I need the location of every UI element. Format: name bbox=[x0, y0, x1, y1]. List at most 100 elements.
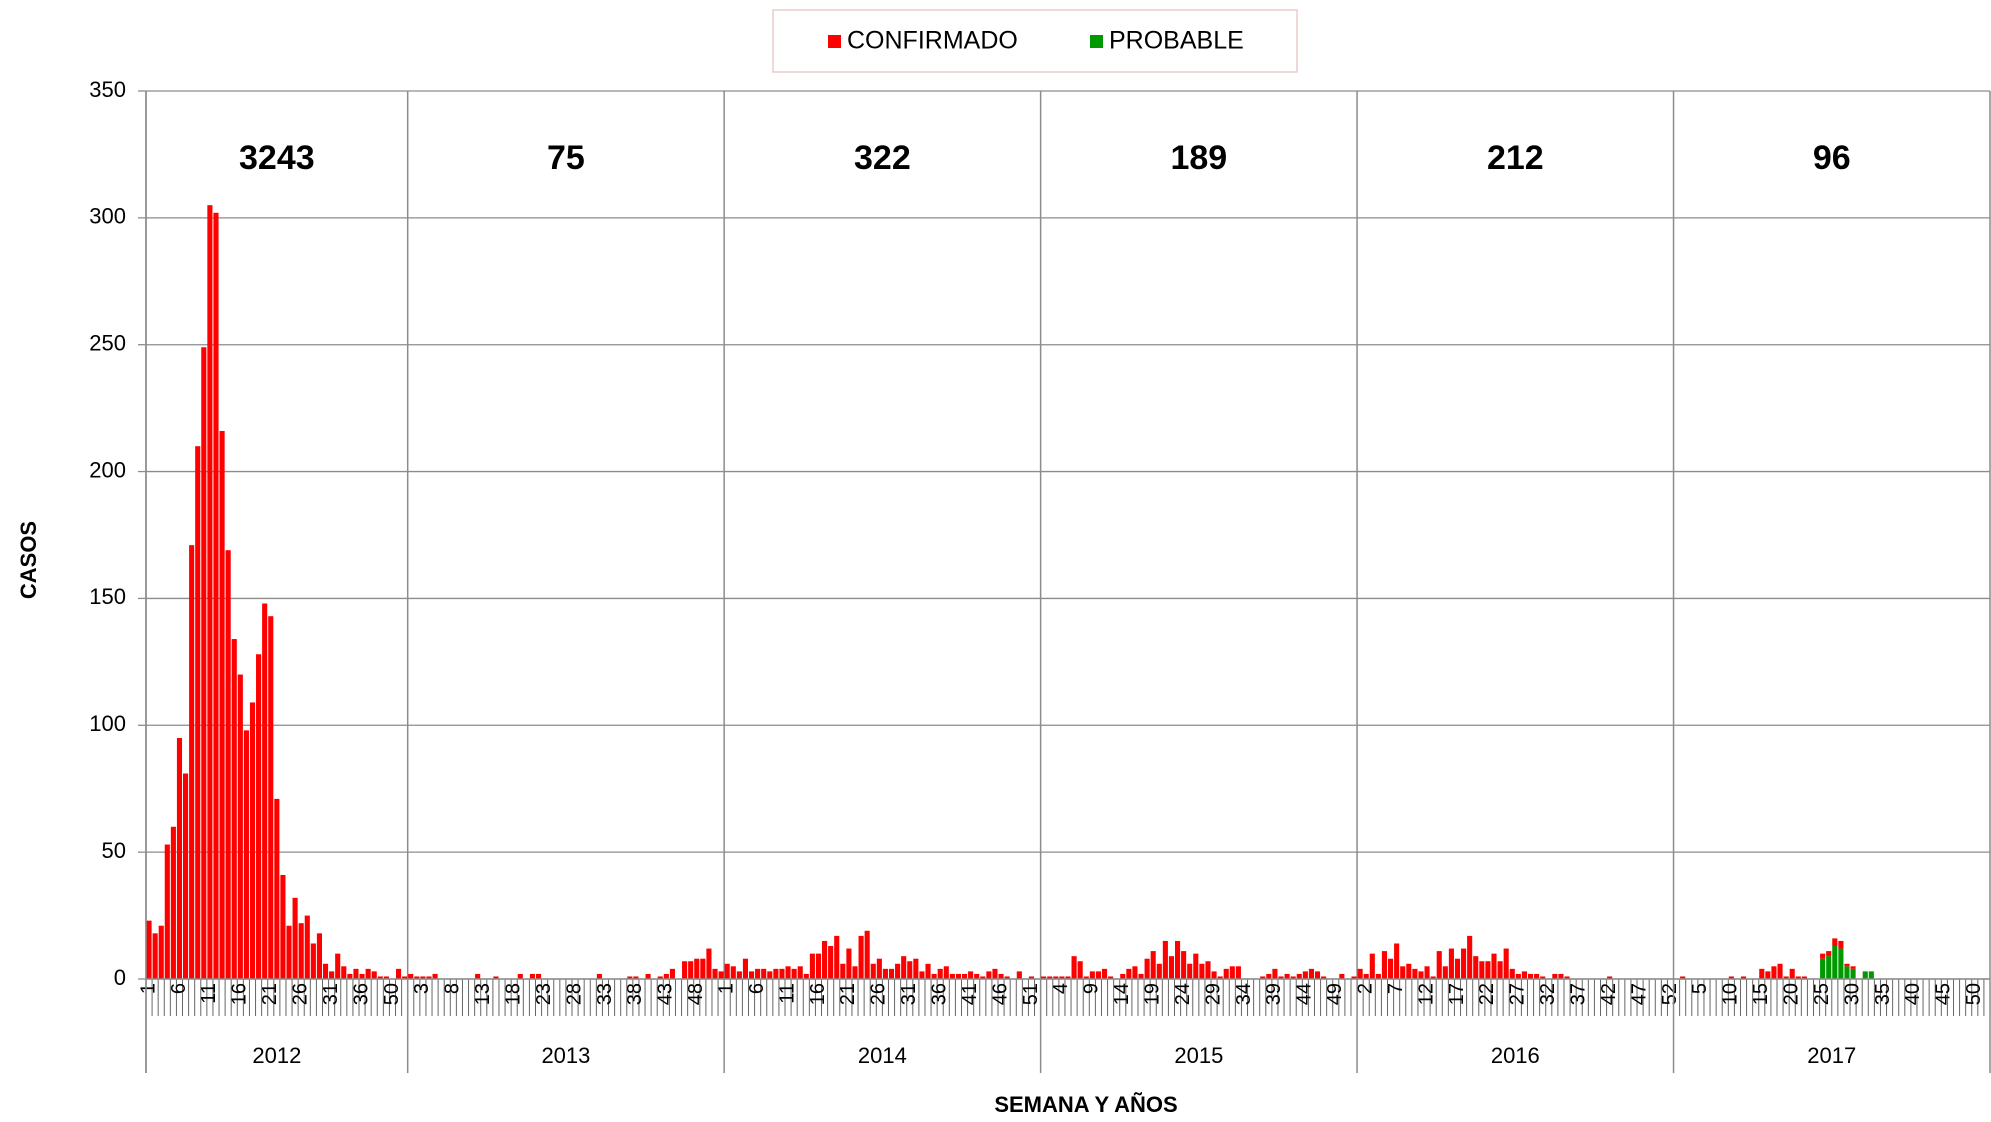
bar bbox=[1394, 943, 1400, 979]
bar bbox=[1120, 973, 1126, 979]
bar bbox=[201, 347, 207, 979]
bar bbox=[1552, 973, 1558, 979]
bar bbox=[1826, 956, 1832, 979]
bar bbox=[846, 948, 852, 979]
bar bbox=[779, 968, 785, 979]
bar bbox=[1479, 961, 1485, 979]
bar bbox=[1473, 956, 1479, 979]
x-tick-label: 30 bbox=[1841, 983, 1863, 1005]
bar bbox=[1454, 958, 1461, 979]
bar bbox=[371, 971, 377, 979]
bar bbox=[669, 968, 675, 979]
bar bbox=[1503, 948, 1509, 979]
bar bbox=[1235, 966, 1241, 979]
bar bbox=[1850, 966, 1856, 969]
legend-label: PROBABLE bbox=[1109, 27, 1244, 55]
x-tick-label: 4 bbox=[1050, 983, 1072, 994]
bar bbox=[1448, 948, 1454, 979]
bar bbox=[1801, 976, 1807, 979]
bar bbox=[1138, 973, 1144, 979]
bar bbox=[1266, 973, 1272, 979]
bar bbox=[1771, 966, 1777, 979]
bar bbox=[961, 973, 968, 979]
bar bbox=[736, 971, 742, 979]
bar bbox=[1838, 948, 1844, 979]
x-tick-label: 14 bbox=[1111, 983, 1133, 1005]
bar bbox=[1491, 953, 1497, 979]
x-tick-label: 20 bbox=[1780, 983, 1802, 1005]
bar bbox=[657, 976, 663, 979]
bar bbox=[341, 966, 347, 979]
bar bbox=[256, 654, 262, 979]
x-tick-label: 31 bbox=[320, 983, 342, 1005]
bar bbox=[1558, 973, 1564, 979]
bar bbox=[1290, 976, 1296, 979]
x-tick-label: 7 bbox=[1385, 983, 1407, 994]
x-tick-label: 3 bbox=[411, 983, 433, 994]
bar bbox=[1260, 976, 1266, 979]
bar bbox=[730, 966, 736, 979]
bar bbox=[864, 930, 870, 979]
x-tick-label: 36 bbox=[928, 983, 950, 1005]
bar bbox=[712, 968, 718, 979]
x-tick-label: 6 bbox=[746, 983, 768, 994]
bar bbox=[1467, 935, 1473, 979]
bar bbox=[268, 616, 274, 979]
bar bbox=[262, 603, 268, 979]
bar bbox=[475, 973, 481, 979]
x-tick-label: 46 bbox=[989, 983, 1011, 1005]
bar bbox=[755, 968, 761, 979]
group-total: 75 bbox=[547, 139, 585, 177]
bar bbox=[913, 958, 919, 979]
bar bbox=[907, 961, 913, 979]
bar bbox=[1400, 966, 1406, 979]
bar bbox=[1357, 968, 1363, 979]
bar bbox=[1826, 951, 1832, 957]
group-label: 2014 bbox=[858, 1043, 907, 1068]
x-tick-label: 33 bbox=[594, 983, 616, 1005]
bar bbox=[183, 773, 189, 979]
bar bbox=[225, 550, 231, 979]
x-tick-label: 29 bbox=[1202, 983, 1224, 1005]
x-tick-label: 26 bbox=[289, 983, 311, 1005]
bar bbox=[329, 971, 335, 979]
bar bbox=[1534, 973, 1540, 979]
legend-label: CONFIRMADO bbox=[847, 27, 1018, 55]
bar bbox=[645, 973, 651, 979]
group-label: 2016 bbox=[1491, 1043, 1540, 1068]
y-axis-title: CASOS bbox=[16, 521, 41, 599]
y-tick-label: 150 bbox=[89, 584, 126, 609]
bar bbox=[688, 961, 694, 979]
bar bbox=[1284, 973, 1290, 979]
bar bbox=[1832, 946, 1838, 979]
y-tick-label: 200 bbox=[89, 457, 126, 482]
bar bbox=[1126, 968, 1132, 979]
x-tick-label: 28 bbox=[563, 983, 585, 1005]
bar bbox=[1199, 963, 1205, 979]
bar bbox=[237, 674, 243, 979]
x-tick-label: 22 bbox=[1476, 983, 1498, 1005]
x-tick-label: 50 bbox=[1963, 983, 1985, 1005]
bar bbox=[195, 446, 201, 979]
bar bbox=[1521, 971, 1527, 979]
bar bbox=[1363, 973, 1369, 979]
bar bbox=[1795, 976, 1801, 979]
bar bbox=[1162, 940, 1168, 979]
bar bbox=[1278, 976, 1284, 979]
bar bbox=[895, 963, 901, 979]
x-tick-label: 42 bbox=[1598, 983, 1620, 1005]
x-tick-label: 35 bbox=[1872, 983, 1894, 1005]
x-tick-label: 27 bbox=[1507, 983, 1529, 1005]
bar bbox=[803, 973, 809, 979]
bar bbox=[1339, 973, 1345, 979]
bar bbox=[1150, 951, 1156, 979]
legend-box bbox=[772, 9, 1298, 73]
x-tick-label: 52 bbox=[1659, 983, 1681, 1005]
bar bbox=[1181, 951, 1187, 979]
bar bbox=[1089, 971, 1095, 979]
bar bbox=[219, 430, 225, 979]
bar bbox=[1728, 976, 1734, 979]
bar bbox=[882, 968, 888, 979]
bar bbox=[1174, 940, 1181, 979]
